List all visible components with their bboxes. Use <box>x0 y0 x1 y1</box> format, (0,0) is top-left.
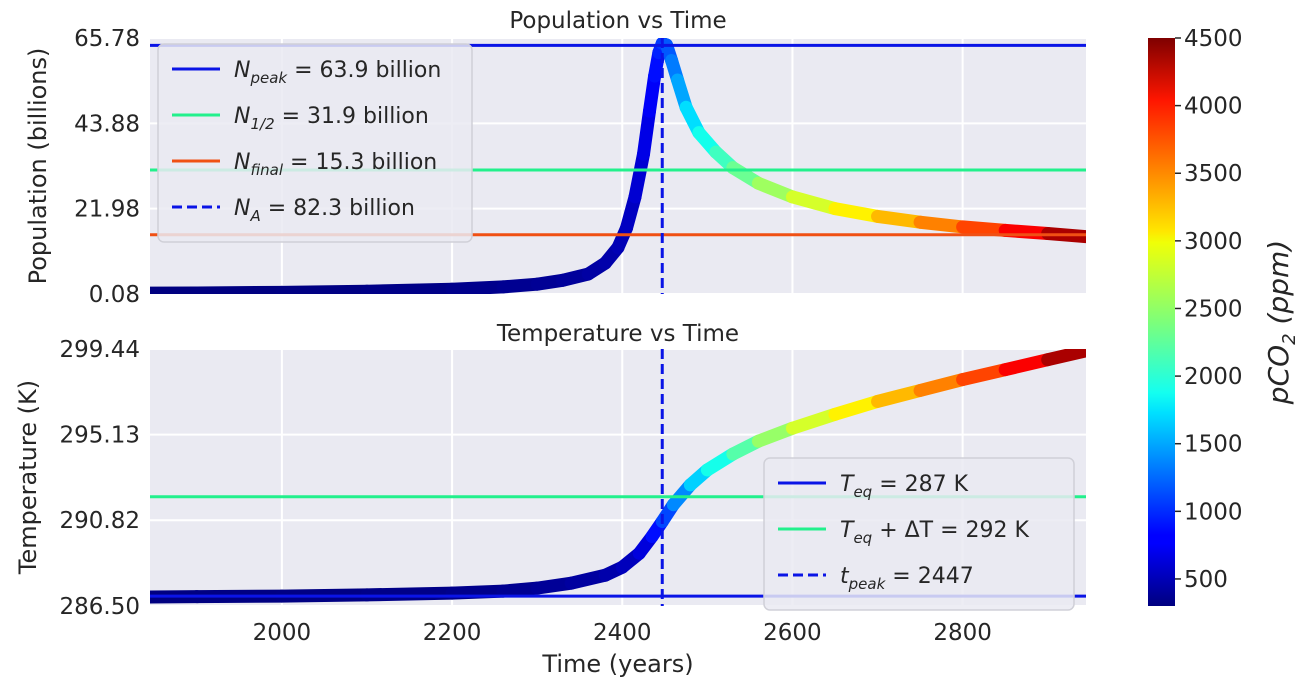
population-y-axis-label: Population (billions) <box>24 48 52 285</box>
series-segment <box>913 373 970 398</box>
series-segment <box>190 285 289 294</box>
colorbar-tick-label: 1500 <box>1184 432 1243 458</box>
series-segment <box>871 384 927 408</box>
legend-box <box>157 43 473 243</box>
x-tick-label: 2200 <box>423 620 482 646</box>
y-tick-label: 299.44 <box>60 337 140 363</box>
series-segment <box>913 215 970 234</box>
y-tick-label: 43.88 <box>74 111 140 137</box>
series-segment <box>998 353 1055 377</box>
series-segment <box>628 147 651 204</box>
series-segment <box>828 202 885 223</box>
colorbar: 500 1000 1500 2000 2500 3000 3500 4000 4500 pCO2… <box>1148 26 1300 606</box>
series-segment <box>1041 349 1086 367</box>
legend-entry: Npeak = 63.9 billion <box>234 58 441 87</box>
x-tick-label: 2400 <box>593 620 652 646</box>
population-y-ticks: 0.08 21.98 43.88 65.78 <box>74 26 140 308</box>
series-segment <box>445 584 510 600</box>
colorbar-tick-label: 4000 <box>1184 94 1243 120</box>
series-segment <box>828 394 885 421</box>
temperature-title: Temperature vs Time <box>496 321 739 347</box>
series-segment <box>360 282 459 294</box>
colorbar-tick-label: 500 <box>1184 567 1228 593</box>
series-segment <box>785 190 842 216</box>
population-legend: Npeak = 63.9 billion N1/2 = 31.9 billion N… <box>157 43 473 243</box>
x-tick-label: 2600 <box>763 620 822 646</box>
colorbar-tick-label: 3500 <box>1184 161 1243 187</box>
y-tick-label: 21.98 <box>74 197 140 223</box>
population-title: Population vs Time <box>509 8 726 34</box>
colorbar-ticks: 500 1000 1500 2000 2500 3000 3500 4000 4500 <box>1175 26 1243 593</box>
x-tick-label: 2000 <box>253 620 312 646</box>
series-segment <box>637 104 656 161</box>
temperature-y-axis-label: Temperature (K) <box>14 380 42 575</box>
series-segment <box>445 280 510 294</box>
temperature-panel: 286.50 290.82 295.13 299.44 Temperature vs … <box>14 321 1086 620</box>
colorbar-tick-label: 2500 <box>1184 296 1243 322</box>
legend-entry: NA = 82.3 billion <box>234 196 415 225</box>
colorbar-label: pCO2 (ppm) <box>1262 240 1300 405</box>
legend-entry: tpeak = 2447 <box>840 564 974 593</box>
legend-box <box>763 457 1075 611</box>
y-tick-label: 286.50 <box>60 594 140 620</box>
y-tick-label: 290.82 <box>60 508 140 534</box>
temperature-legend: Teq = 287 K Teq + ΔT = 292 K tpeak = 2447 <box>763 457 1075 611</box>
colorbar-tick-label: 3000 <box>1184 229 1243 255</box>
legend-entry: N1/2 = 31.9 billion <box>234 104 429 133</box>
legend-entry: Nfinal = 15.3 billion <box>234 150 437 179</box>
y-tick-label: 65.78 <box>74 26 140 52</box>
population-panel: 0.08 21.98 43.88 65.78 Population vs Time P… <box>24 8 1086 308</box>
temperature-y-ticks: 286.50 290.82 295.13 299.44 <box>60 337 140 620</box>
x-axis-label: Time (years) <box>541 650 693 678</box>
legend-entry: Teq = 287 K <box>840 472 969 501</box>
legend-entry: Teq + ΔT = 292 K <box>840 518 1030 547</box>
y-tick-label: 295.13 <box>60 423 140 449</box>
series-segment <box>275 284 374 294</box>
series-segment <box>785 407 842 435</box>
colorbar-tick-label: 4500 <box>1184 26 1243 52</box>
colorbar-gradient <box>1148 38 1175 606</box>
y-tick-label: 0.08 <box>89 282 140 308</box>
series-segment <box>956 220 1012 237</box>
x-tick-label: 2800 <box>933 620 992 646</box>
series-segment <box>871 209 927 229</box>
series-segment <box>956 363 1012 387</box>
series-segment <box>998 223 1055 241</box>
x-ticks: 2000 2200 2400 2600 2800 <box>253 620 992 646</box>
colorbar-tick-label: 2000 <box>1184 364 1243 390</box>
colorbar-tick-label: 1000 <box>1184 499 1243 525</box>
